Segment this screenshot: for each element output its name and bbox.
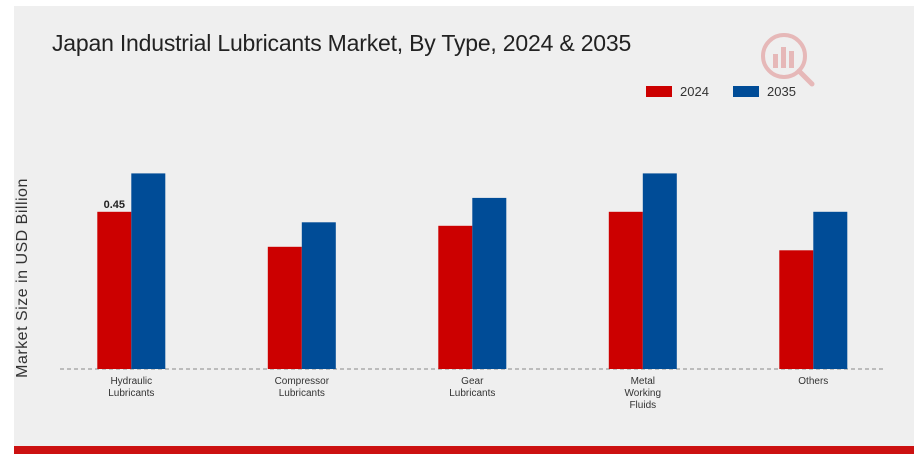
legend-swatch-2024 [646, 85, 672, 97]
bar-2035-4 [813, 211, 848, 369]
legend-swatch-2035 [733, 85, 759, 97]
x-tick-label-2: Gear Lubricants [449, 376, 495, 399]
legend-label-2024: 2024 [680, 83, 709, 99]
bar-2035-3 [642, 173, 677, 369]
bar-2035-1 [301, 222, 336, 369]
x-tick-label-4: Others [798, 376, 828, 387]
legend-item-2024: 2024 [646, 83, 709, 99]
bar-2035-2 [472, 197, 507, 369]
legend-item-2035: 2035 [733, 83, 796, 99]
brand-logo-icon [761, 33, 815, 87]
legend-label-2035: 2035 [767, 83, 796, 99]
x-tick-label-1: Compressor Lubricants [275, 376, 330, 399]
bar-2024-3 [608, 211, 643, 369]
bar-2024-0 [97, 211, 132, 369]
labels-layer: Hydraulic Lubricants Compressor Lubricants G… [104, 199, 829, 411]
bar-2035-0 [131, 173, 166, 369]
x-tick-label-3: Metal Working Fluids [625, 376, 662, 411]
chart-title: Japan Industrial Lubricants Market, By T… [52, 30, 632, 56]
bottom-accent-bar [14, 446, 914, 454]
data-label-0: 0.45 [104, 199, 125, 211]
x-tick-label-0: Hydraulic Lubricants [108, 376, 154, 399]
bar-2024-4 [779, 250, 814, 369]
bar-2024-2 [438, 225, 473, 369]
bars-layer [97, 173, 848, 369]
bar-2024-1 [267, 246, 302, 369]
